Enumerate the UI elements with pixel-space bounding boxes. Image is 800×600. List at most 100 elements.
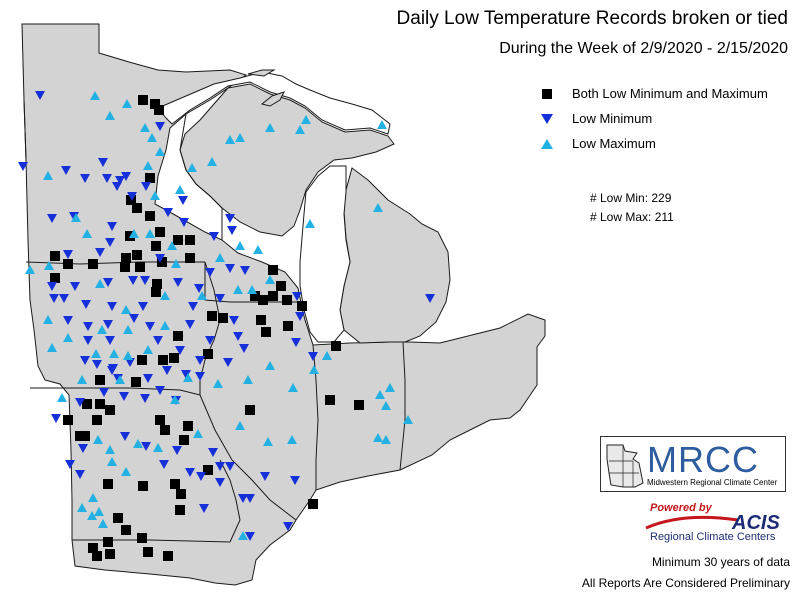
record-marker-both bbox=[152, 279, 162, 289]
record-marker-low-min bbox=[245, 494, 255, 503]
record-marker-both bbox=[82, 399, 92, 409]
legend-label-min: Low Minimum bbox=[572, 111, 653, 126]
record-marker-low-min bbox=[295, 312, 305, 321]
record-marker-low-min bbox=[308, 352, 318, 361]
record-marker-low-max bbox=[57, 393, 67, 402]
record-marker-both bbox=[95, 375, 105, 385]
record-marker-low-min bbox=[95, 248, 105, 257]
record-marker-low-max bbox=[167, 241, 177, 250]
record-marker-low-max bbox=[155, 147, 165, 156]
record-marker-low-max bbox=[375, 390, 385, 399]
record-marker-low-min bbox=[121, 172, 131, 181]
record-marker-low-min bbox=[175, 346, 185, 355]
record-marker-low-min bbox=[127, 192, 137, 201]
record-marker-low-max bbox=[183, 373, 193, 382]
record-marker-low-min bbox=[425, 294, 435, 303]
record-marker-both bbox=[155, 415, 165, 425]
record-marker-low-min bbox=[205, 336, 215, 345]
record-marker-both bbox=[250, 291, 260, 301]
record-marker-both bbox=[126, 195, 136, 205]
record-marker-low-max bbox=[213, 379, 223, 388]
record-marker-low-max bbox=[207, 157, 217, 166]
legend-label-max: Low Maximum bbox=[572, 136, 656, 151]
record-marker-both bbox=[88, 543, 98, 553]
record-marker-low-max bbox=[247, 285, 257, 294]
record-marker-low-max bbox=[187, 163, 197, 172]
record-marker-low-min bbox=[140, 276, 150, 285]
record-marker-low-min bbox=[141, 182, 151, 191]
record-marker-low-min bbox=[196, 472, 206, 481]
record-marker-low-min bbox=[245, 532, 255, 541]
record-marker-both bbox=[103, 537, 113, 547]
mrcc-fullname: Midwestern Regional Climate Center bbox=[647, 478, 778, 487]
record-marker-low-min bbox=[59, 294, 69, 303]
record-marker-low-max bbox=[263, 437, 273, 446]
record-marker-low-max bbox=[91, 349, 101, 358]
record-marker-both bbox=[354, 400, 364, 410]
record-marker-low-max bbox=[377, 120, 387, 129]
record-marker-low-min bbox=[75, 398, 85, 407]
record-marker-low-max bbox=[121, 467, 131, 476]
record-marker-low-max bbox=[265, 275, 275, 284]
record-marker-low-min bbox=[225, 214, 235, 223]
record-marker-both bbox=[276, 281, 286, 291]
record-marker-low-max bbox=[143, 345, 153, 354]
record-marker-low-min bbox=[35, 91, 45, 100]
acis-swoosh-icon bbox=[645, 515, 739, 530]
record-marker-low-max bbox=[403, 415, 413, 424]
record-marker-both bbox=[145, 211, 155, 221]
record-marker-low-min bbox=[80, 356, 90, 365]
record-marker-low-max bbox=[235, 241, 245, 250]
record-marker-low-min bbox=[112, 182, 122, 191]
record-marker-low-max bbox=[160, 321, 170, 330]
record-marker-both bbox=[120, 262, 130, 272]
record-marker-low-min bbox=[195, 356, 205, 365]
record-marker-low-min bbox=[292, 292, 302, 301]
record-marker-low-max bbox=[71, 213, 81, 222]
record-marker-low-min bbox=[185, 468, 195, 477]
record-marker-low-min bbox=[290, 476, 300, 485]
record-marker-low-min bbox=[83, 322, 93, 331]
record-marker-low-max bbox=[235, 133, 245, 142]
record-marker-both bbox=[308, 499, 318, 509]
legend-label-both: Both Low Minimum and Maximum bbox=[572, 86, 768, 101]
record-marker-both bbox=[268, 265, 278, 275]
record-marker-both bbox=[173, 331, 183, 341]
record-marker-low-min bbox=[185, 320, 195, 329]
record-marker-both bbox=[145, 173, 155, 183]
record-marker-low-min bbox=[172, 446, 182, 455]
record-marker-low-min bbox=[178, 196, 188, 205]
midwest-outline-icon bbox=[606, 444, 644, 488]
record-marker-low-min bbox=[63, 250, 73, 259]
record-marker-low-min bbox=[159, 460, 169, 469]
record-marker-low-min bbox=[215, 294, 225, 303]
record-marker-low-max bbox=[133, 439, 143, 448]
record-marker-low-max bbox=[25, 265, 35, 274]
mrcc-wordmark: MRCC bbox=[647, 439, 759, 480]
record-marker-both bbox=[173, 235, 183, 245]
record-marker-both bbox=[179, 435, 189, 445]
record-marker-low-max bbox=[44, 261, 54, 270]
record-marker-both bbox=[163, 551, 173, 561]
record-marker-low-min bbox=[75, 470, 85, 479]
record-marker-low-min bbox=[260, 472, 270, 481]
record-marker-both bbox=[325, 395, 335, 405]
record-marker-both bbox=[131, 377, 141, 387]
lower-michigan-land bbox=[339, 167, 451, 344]
acis-logo: Powered by ACIS Regional Climate Centers bbox=[640, 502, 790, 546]
record-marker-low-min bbox=[188, 302, 198, 311]
black-square-icon bbox=[542, 89, 552, 99]
record-marker-low-max bbox=[107, 457, 117, 466]
record-marker-low-max bbox=[301, 115, 311, 124]
record-marker-both bbox=[256, 315, 266, 325]
record-marker-both bbox=[137, 533, 147, 543]
record-counts: # Low Min: 229 # Low Max: 211 bbox=[590, 189, 674, 227]
record-marker-low-min bbox=[51, 414, 61, 423]
record-marker-low-max bbox=[87, 511, 97, 520]
low-max-count: # Low Max: 211 bbox=[590, 210, 674, 224]
record-marker-low-min bbox=[229, 316, 239, 325]
record-marker-low-max bbox=[171, 259, 181, 268]
record-marker-low-min bbox=[107, 366, 117, 375]
record-marker-low-min bbox=[227, 226, 237, 235]
